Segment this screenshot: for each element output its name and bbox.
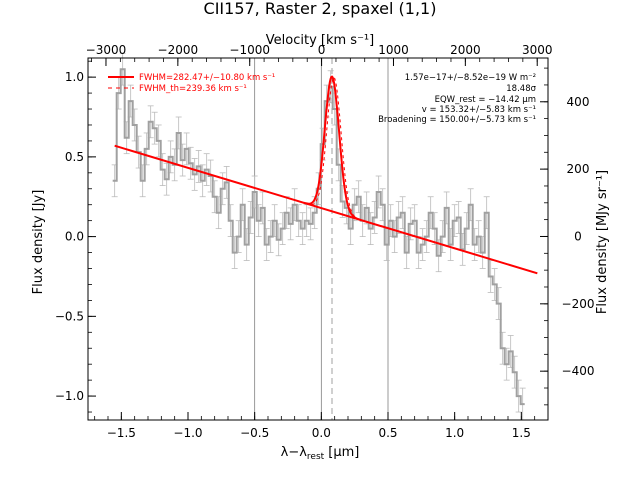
x-tick-label: −0.5 xyxy=(240,426,269,440)
right-tick-label: −400 xyxy=(562,364,595,378)
x-axis-label: λ−λrest [μm] xyxy=(281,445,360,462)
annotation-velocity: v = 153.32+/−5.83 km s⁻¹ xyxy=(422,105,536,115)
right-tick-label: 0 xyxy=(574,229,582,243)
right-tick-label: 200 xyxy=(567,162,590,176)
reference-lines xyxy=(254,58,389,420)
x-axis-label-minus: −λ xyxy=(288,445,307,460)
y-axis-label-right: Flux density [MJy sr⁻¹] xyxy=(595,170,610,314)
legend-fwhm: FWHM=282.47+/−10.80 km s⁻¹ xyxy=(139,73,275,83)
x-tick-label: 0.0 xyxy=(312,426,331,440)
y-tick-label: −1.0 xyxy=(55,389,84,403)
x-tick-label: −1.0 xyxy=(173,426,202,440)
fit-annotations: 1.57e−17+/−8.52e−19 W m⁻² 18.48σ EQW_res… xyxy=(378,73,537,125)
x-tick-label: 1.5 xyxy=(512,426,531,440)
legend: FWHM=282.47+/−10.80 km s⁻¹ FWHM_th=239.3… xyxy=(108,73,275,94)
annotation-significance: 18.48σ xyxy=(506,84,536,94)
right-tick-label: −200 xyxy=(562,297,595,311)
x-axis-label-unit: [μm] xyxy=(324,445,359,460)
x-tick-label: −1.5 xyxy=(107,426,136,440)
x-tick-label: 0.5 xyxy=(378,426,397,440)
legend-fwhm-th: FWHM_th=239.36 km s⁻¹ xyxy=(139,84,247,94)
y-axis-label-left: Flux density [Jy] xyxy=(31,190,46,295)
x-axis-label-sub: rest xyxy=(307,452,325,462)
annotation-eqw: EQW_rest = −14.42 μm xyxy=(435,95,536,105)
top-tick-label: −3000 xyxy=(86,43,127,57)
annotation-broadening: Broadening = 150.00+/−5.73 km s⁻¹ xyxy=(378,115,536,125)
top-axis-label: Velocity [km s⁻¹] xyxy=(266,33,374,48)
plot-frame xyxy=(87,57,549,421)
top-tick-label: 3000 xyxy=(522,43,553,57)
top-tick-label: 0 xyxy=(318,43,326,57)
y-tick-label: 0.0 xyxy=(65,230,84,244)
x-axis-label-main: λ xyxy=(281,445,289,460)
x-tick-label: 1.0 xyxy=(445,426,464,440)
chart-title: CII157, Raster 2, spaxel (1,1) xyxy=(204,0,437,18)
data-layer xyxy=(111,52,538,421)
top-tick-label: 1000 xyxy=(378,43,409,57)
continuum-fit-line xyxy=(114,144,538,275)
gaussian-fit-line xyxy=(303,75,361,221)
annotation-line-flux: 1.57e−17+/−8.52e−19 W m⁻² xyxy=(405,73,536,83)
top-tick-label: 2000 xyxy=(450,43,481,57)
axes: −1.5 −1.0 −0.5 0.0 0.5 1.0 1.5 −1.0 −0.5 0.0 0.5 1.… xyxy=(55,43,595,440)
right-tick-label: 400 xyxy=(567,95,590,109)
y-tick-label: 1.0 xyxy=(65,70,84,84)
top-tick-label: −2000 xyxy=(158,43,199,57)
y-tick-label: −0.5 xyxy=(55,309,84,323)
top-tick-label: −1000 xyxy=(229,43,270,57)
y-tick-label: 0.5 xyxy=(65,150,84,164)
